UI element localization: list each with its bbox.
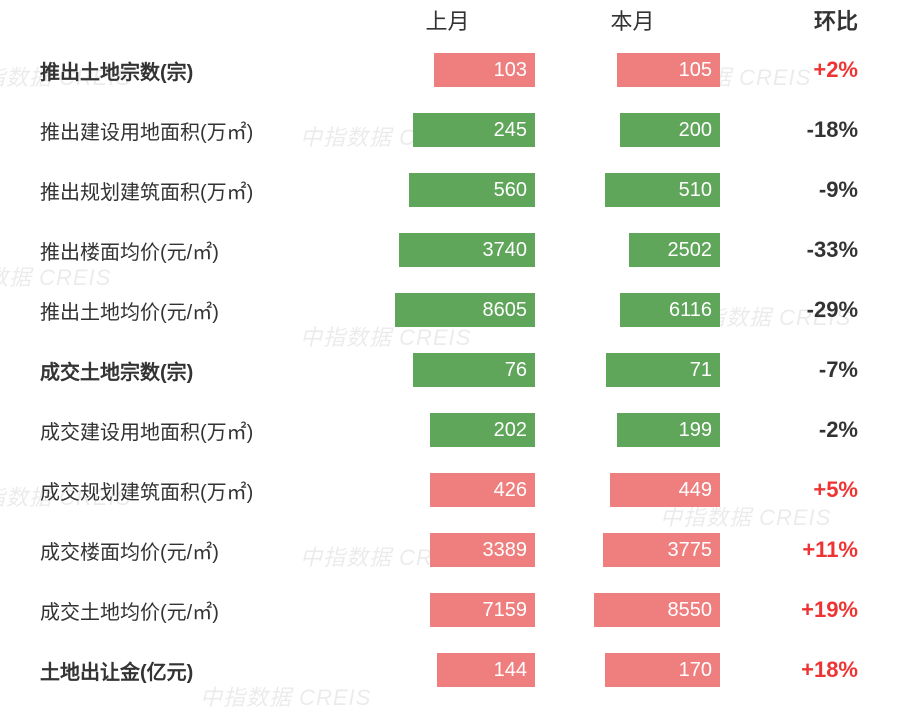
row-label: 推出规划建筑面积(万㎡) (0, 176, 360, 205)
table-row: 成交土地均价(元/㎡) 7159 8550 +19% (0, 580, 898, 640)
bar-last-month: 76 (360, 353, 535, 387)
change-value: +18% (720, 657, 898, 683)
change-value: +19% (720, 597, 898, 623)
bar-this-month: 3775 (545, 533, 720, 567)
table-row: 推出建设用地面积(万㎡) 245 200 -18% (0, 100, 898, 160)
bar-value-this: 170 (679, 653, 712, 687)
bar-value-this: 105 (679, 53, 712, 87)
bar-value-last: 202 (494, 413, 527, 447)
bar-value-last: 76 (505, 353, 527, 387)
bar-this-month: 2502 (545, 233, 720, 267)
change-value: -33% (720, 237, 898, 263)
bar-value-this: 8550 (668, 593, 713, 627)
change-value: -2% (720, 417, 898, 443)
change-value: +2% (720, 57, 898, 83)
row-label: 推出建设用地面积(万㎡) (0, 116, 360, 145)
change-value: -18% (720, 117, 898, 143)
bar-this-month: 170 (545, 653, 720, 687)
table-header-row: 上月 本月 环比 (0, 0, 898, 40)
bar-last-month: 103 (360, 53, 535, 87)
change-value: -7% (720, 357, 898, 383)
bar-last-month: 245 (360, 113, 535, 147)
row-label: 成交建设用地面积(万㎡) (0, 416, 360, 445)
bar-value-this: 199 (679, 413, 712, 447)
data-table: 上月 本月 环比 推出土地宗数(宗) 103 105 +2% 推出建设用地面积(万㎡) 2… (0, 0, 898, 700)
bar-value-this: 71 (690, 353, 712, 387)
table-row: 推出土地均价(元/㎡) 8605 6116 -29% (0, 280, 898, 340)
row-label: 推出楼面均价(元/㎡) (0, 236, 360, 265)
table-row: 推出规划建筑面积(万㎡) 560 510 -9% (0, 160, 898, 220)
bar-this-month: 105 (545, 53, 720, 87)
bar-last-month: 144 (360, 653, 535, 687)
bar-value-last: 426 (494, 473, 527, 507)
bar-value-this: 6116 (669, 293, 712, 327)
row-label: 成交土地宗数(宗) (0, 356, 360, 385)
table-row: 成交建设用地面积(万㎡) 202 199 -2% (0, 400, 898, 460)
bar-last-month: 426 (360, 473, 535, 507)
bar-value-last: 8605 (483, 293, 528, 327)
change-value: +11% (720, 537, 898, 563)
bar-value-last: 560 (494, 173, 527, 207)
table-row: 成交土地宗数(宗) 76 71 -7% (0, 340, 898, 400)
row-label: 推出土地宗数(宗) (0, 56, 360, 85)
bar-this-month: 71 (545, 353, 720, 387)
bar-this-month: 6116 (545, 293, 720, 327)
bar-this-month: 200 (545, 113, 720, 147)
bar-value-last: 3740 (483, 233, 528, 267)
bar-value-last: 3389 (483, 533, 528, 567)
bar-this-month: 510 (545, 173, 720, 207)
change-value: +5% (720, 477, 898, 503)
table-row: 土地出让金(亿元) 144 170 +18% (0, 640, 898, 700)
bar-this-month: 8550 (545, 593, 720, 627)
bar-last-month: 3389 (360, 533, 535, 567)
change-value: -29% (720, 297, 898, 323)
row-label: 成交土地均价(元/㎡) (0, 596, 360, 625)
bar-last-month: 560 (360, 173, 535, 207)
bar-last-month: 3740 (360, 233, 535, 267)
bar-value-last: 245 (494, 113, 527, 147)
bar-value-last: 144 (494, 653, 527, 687)
bar-value-this: 2502 (668, 233, 713, 267)
bar-value-this: 510 (679, 173, 712, 207)
row-label: 土地出让金(亿元) (0, 656, 360, 685)
table-row: 成交楼面均价(元/㎡) 3389 3775 +11% (0, 520, 898, 580)
header-change: 环比 (720, 4, 898, 36)
bar-last-month: 7159 (360, 593, 535, 627)
row-label: 推出土地均价(元/㎡) (0, 296, 360, 325)
header-this-month: 本月 (545, 4, 720, 36)
bar-value-this: 449 (679, 473, 712, 507)
bar-last-month: 202 (360, 413, 535, 447)
bar-value-last: 103 (494, 53, 527, 87)
bar-this-month: 199 (545, 413, 720, 447)
table-row: 推出楼面均价(元/㎡) 3740 2502 -33% (0, 220, 898, 280)
row-label: 成交楼面均价(元/㎡) (0, 536, 360, 565)
bar-value-last: 7159 (483, 593, 528, 627)
table-row: 成交规划建筑面积(万㎡) 426 449 +5% (0, 460, 898, 520)
bar-value-this: 3775 (668, 533, 713, 567)
change-value: -9% (720, 177, 898, 203)
bar-value-this: 200 (679, 113, 712, 147)
bar-this-month: 449 (545, 473, 720, 507)
row-label: 成交规划建筑面积(万㎡) (0, 476, 360, 505)
header-last-month: 上月 (360, 4, 535, 36)
table-row: 推出土地宗数(宗) 103 105 +2% (0, 40, 898, 100)
bar-last-month: 8605 (360, 293, 535, 327)
